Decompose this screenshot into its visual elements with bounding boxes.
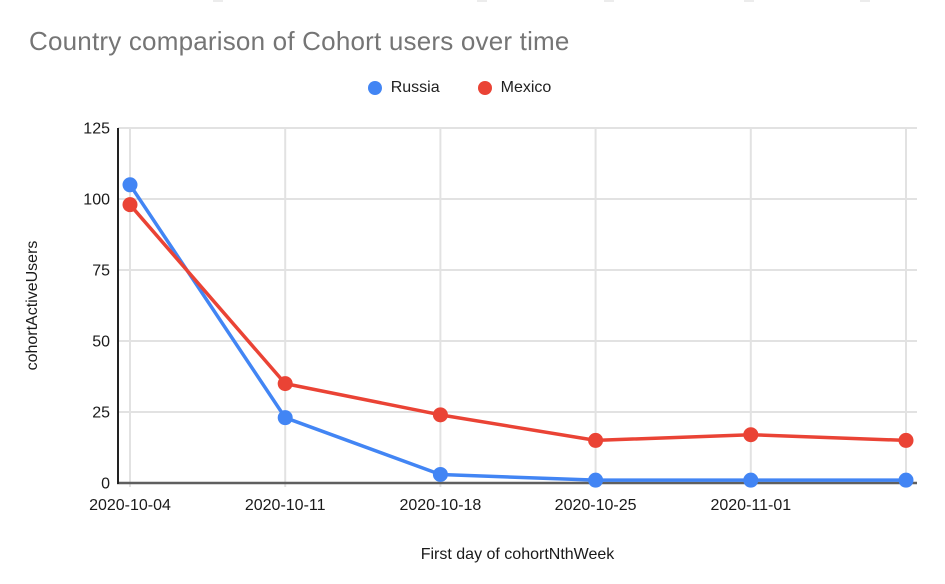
y-tick-label: 100 <box>83 192 110 209</box>
top-edge-artifact <box>744 0 754 2</box>
y-tick-label: 0 <box>101 476 110 493</box>
data-point-mexico[interactable] <box>432 407 448 423</box>
top-edge-artifact <box>477 0 487 2</box>
y-tick-label: 25 <box>92 405 110 422</box>
top-edge-artifact <box>604 0 614 2</box>
series-line-mexico <box>128 202 908 443</box>
data-point-mexico[interactable] <box>898 432 914 448</box>
x-axis-title: First day of cohortNthWeek <box>421 546 616 563</box>
legend-label-mexico: Mexico <box>500 79 552 96</box>
data-point-mexico[interactable] <box>122 197 138 213</box>
data-point-russia[interactable] <box>588 472 604 488</box>
data-point-russia[interactable] <box>898 472 914 488</box>
legend-label-russia: Russia <box>390 79 440 96</box>
legend-swatch-russia-icon <box>367 81 382 95</box>
data-point-mexico[interactable] <box>588 432 604 448</box>
y-tick-label: 75 <box>92 263 110 280</box>
top-edge-artifact <box>213 0 223 2</box>
top-edge-artifact <box>860 0 870 2</box>
data-point-mexico[interactable] <box>277 376 293 392</box>
legend-swatch-mexico-icon <box>477 81 492 95</box>
y-tick-label: 125 <box>83 121 110 138</box>
data-point-mexico[interactable] <box>743 427 759 443</box>
x-tick-label: 2020-10-25 <box>555 497 637 514</box>
x-tick-label: 2020-10-18 <box>399 497 481 514</box>
y-axis-title: cohortActiveUsers <box>24 241 41 371</box>
series-line-russia <box>128 183 908 482</box>
data-point-russia[interactable] <box>122 177 138 193</box>
chart-title: Country comparison of Cohort users over … <box>29 26 570 56</box>
data-point-russia[interactable] <box>743 472 759 488</box>
legend-item-mexico[interactable]: Mexico <box>477 79 552 97</box>
data-point-russia[interactable] <box>432 466 448 482</box>
y-tick-label: 50 <box>92 334 110 351</box>
x-tick-label: 2020-11-01 <box>710 497 791 514</box>
legend-item-russia[interactable]: Russia <box>367 79 440 97</box>
chart-legend: Russia Mexico <box>0 79 932 97</box>
x-tick-label: 2020-10-11 <box>245 497 326 514</box>
x-tick-label: 2020-10-04 <box>89 497 171 514</box>
data-point-russia[interactable] <box>277 410 293 426</box>
